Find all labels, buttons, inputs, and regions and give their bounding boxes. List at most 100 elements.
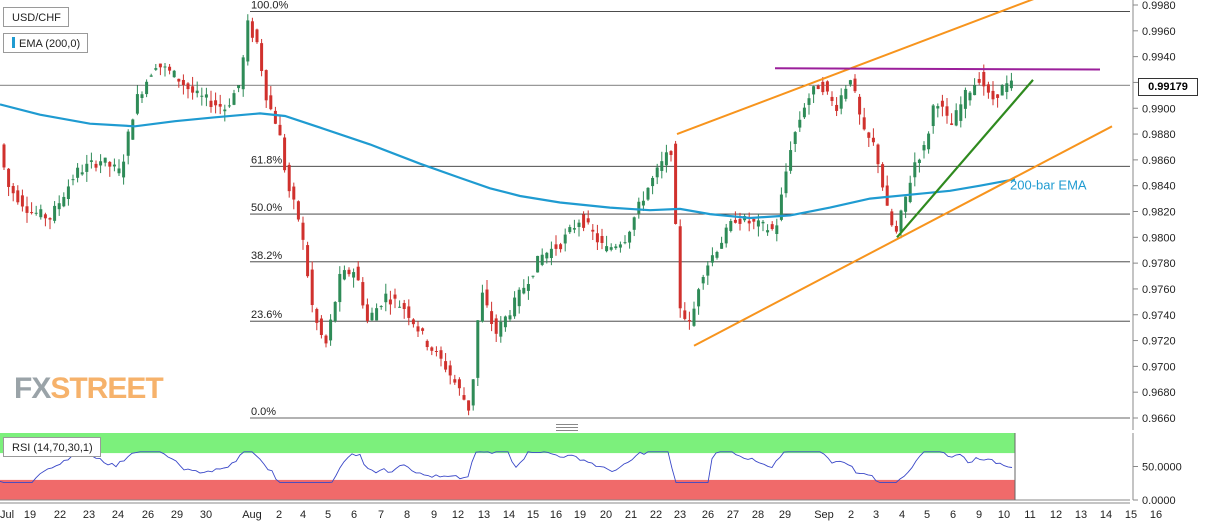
candle [402,299,406,319]
candle [766,224,770,236]
candle-body [407,306,411,318]
candle [411,318,415,328]
time-tick-label: 26 [702,509,714,521]
candle [747,212,751,232]
candle-body [195,90,199,94]
candle-body [7,168,11,187]
candle [425,339,429,351]
rsi-legend: RSI (14,70,30,1) [3,437,101,457]
candle-body [204,94,208,98]
candle [697,287,701,315]
rsi-tick-label: 50.0000 [1142,462,1182,474]
price-tick-label: 0.9980 [1142,0,1176,12]
panel-resize-handle[interactable] [556,424,578,432]
time-tick-label: 12 [452,509,464,521]
candle [605,235,609,253]
price-tick-label: 0.9880 [1142,129,1176,141]
candle [352,268,356,288]
candle [421,327,425,335]
candle [315,307,319,331]
candle-body [885,185,889,206]
candle [706,261,710,285]
candle-body [513,297,517,317]
candle [361,277,365,309]
candle [927,131,931,154]
candle [172,69,176,78]
candle [876,143,880,174]
candle [894,220,898,234]
candle [393,288,397,309]
candle [761,219,765,232]
candle-body [628,231,632,243]
candle [131,118,135,140]
candle-body [370,312,374,321]
candle [301,216,305,250]
time-tick-label: 13 [1075,509,1087,521]
candle-body [1009,80,1013,89]
candle [80,164,84,176]
candle-body [646,187,650,200]
candle-body [296,201,300,220]
candle [264,69,268,108]
time-tick-label: 19 [24,509,36,521]
candle [237,85,241,93]
candle-body [260,43,264,72]
candle [858,93,862,125]
fib-level-label: 61.8% [251,154,282,166]
candle [563,228,567,252]
ema-200-line [0,103,1016,220]
time-tick-label: 22 [650,509,662,521]
trend-lines: 200-bar EMA [676,0,1113,347]
candle-body [476,320,480,378]
candle [968,91,972,106]
candle-body [770,224,774,230]
candle-body [545,252,549,259]
candle-body [149,75,153,77]
candle-body [94,163,98,168]
candle [830,91,834,107]
candle-body [913,162,917,178]
candle [140,91,144,104]
candle [848,79,852,87]
time-tick-label: 12 [1050,509,1062,521]
channel-upper-line [676,0,1034,135]
candle [789,141,793,174]
candle [163,63,167,77]
candle [775,218,779,242]
candle-body [844,88,848,99]
candle [145,79,149,98]
candle-body [145,81,149,95]
candle [292,182,296,210]
candle-body [168,66,172,71]
candle-body [991,90,995,100]
candle [839,88,843,115]
candle [807,93,811,115]
candle [34,205,38,216]
candle [181,74,185,95]
candle-body [821,81,825,93]
candle [770,221,774,231]
candle-body [227,105,231,107]
candle-body [986,84,990,93]
candle [701,274,705,290]
candle [793,131,797,153]
candle-body [830,96,834,102]
candle-body [720,242,724,249]
candle [844,84,848,102]
candle [439,346,443,367]
time-tick-label: 5 [325,509,331,521]
price-tick-label: 0.9660 [1142,413,1176,425]
candle-body [306,245,310,277]
candle-body [342,270,346,280]
candle-body [177,78,181,82]
candle-body [163,66,167,68]
candle [637,197,641,219]
time-tick-label: 2 [848,509,854,521]
candle [485,279,489,308]
time-tick-label: 20 [600,509,612,521]
candle [729,218,733,233]
candle [250,17,254,43]
time-tick-label: 28 [752,509,764,521]
candle-body [522,287,526,294]
candle [71,174,75,186]
